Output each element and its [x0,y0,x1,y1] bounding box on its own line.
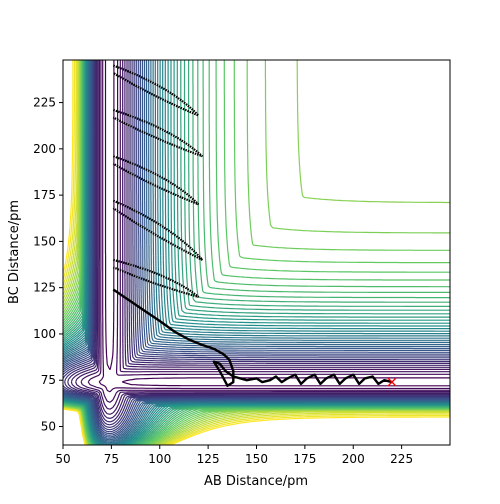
y-tick-label: 175 [33,188,56,202]
y-tick-label: 225 [33,96,56,110]
contour-level [63,60,450,445]
contour-lines [63,60,450,445]
x-tick-label: 125 [197,452,220,466]
x-axis-label: AB Distance/pm [204,474,308,489]
contour-level [63,60,450,445]
contour-level [63,60,450,445]
y-tick-label: 100 [33,327,56,341]
x-tick-label: 200 [342,452,365,466]
contour-level [70,60,450,419]
contour-level [63,60,450,445]
contour-level [63,60,450,445]
y-tick-label: 50 [41,419,56,433]
contour-level [63,60,450,445]
contour-level [63,60,450,445]
contour-level [63,60,450,445]
contour-level [63,60,450,445]
contour-level [63,60,450,431]
x-tick-label: 150 [245,452,268,466]
contour-level [64,60,450,426]
x-tick-label: 75 [104,452,119,466]
plot-frame [62,59,451,446]
contour-level [63,60,450,445]
contour-level [63,60,450,445]
contour-level [63,60,450,445]
contour-level [63,60,450,445]
contour-level [63,60,450,445]
y-axis-label: BC Distance/pm [7,200,22,304]
contour-level [63,60,450,445]
contour-level [63,60,450,445]
contour-level [63,60,450,445]
contour-level [63,60,450,443]
contour-level [67,60,450,423]
contour-level [87,60,450,403]
contour-level [63,60,450,445]
trajectory-loop [112,64,200,117]
x-tick-label: 225 [390,452,413,466]
contour-level [63,60,450,445]
y-tick-label: 200 [33,142,56,156]
x-axis-ticks: 50 75 100 125 150 175 200 225 [55,445,413,466]
y-tick-label: 75 [41,373,56,387]
end-marker-x [387,377,397,387]
contour-level [63,60,450,445]
trajectory-loop [112,258,200,298]
x-tick-label: 50 [55,452,70,466]
end-marker [387,377,397,387]
contour-level [63,60,450,445]
contour-level [80,60,450,410]
contour-level [63,60,450,445]
trajectory-loop [112,108,204,158]
contour-level [63,60,450,445]
y-tick-label: 125 [33,281,56,295]
contour-level [63,60,450,445]
contour-level [63,60,450,445]
x-tick-label: 175 [293,452,316,466]
contour-level [75,60,450,415]
contour-level [63,60,450,445]
y-tick-label: 150 [33,234,56,248]
trajectory-path [112,64,393,387]
trajectory-main [112,288,393,387]
contour-level [63,60,450,445]
x-tick-label: 100 [148,452,171,466]
contour-level [98,60,450,393]
trajectory-loop [112,199,204,261]
contour-level [63,60,450,428]
contour-level [63,60,450,445]
trajectory-loop [112,155,200,206]
contour-level [63,60,450,445]
contour-level [63,60,450,445]
contour-level [63,60,450,438]
contour-level [104,60,450,387]
y-axis-ticks: 50 75 100 125 150 175 200 225 [33,96,63,433]
contour-level [63,60,450,445]
